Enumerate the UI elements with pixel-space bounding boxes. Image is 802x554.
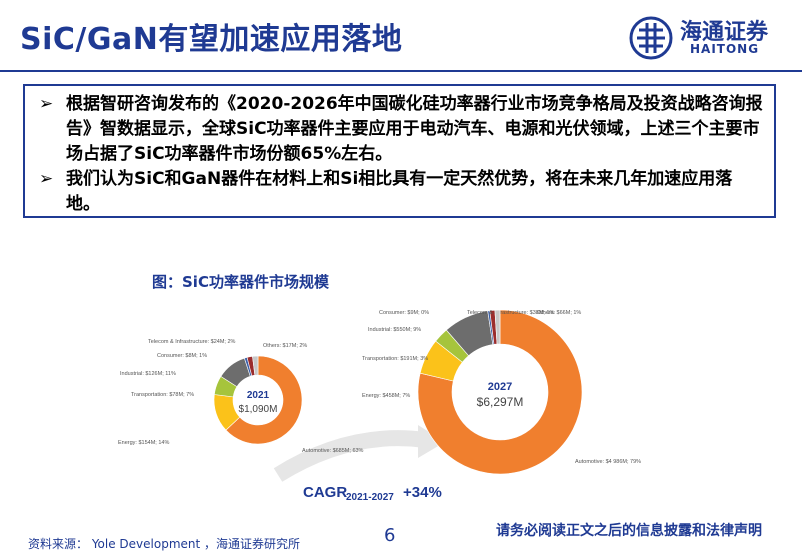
cagr-value: +34% — [403, 484, 442, 501]
sic-market-donut-charts: CAGR 2021-2027 +34% Automotive: $685M; 6… — [0, 0, 802, 554]
donut-2021-label-consumer: Consumer: $8M; 1% — [157, 353, 207, 359]
donut-2021-label-automotive: Automotive: $685M; 63% — [302, 448, 364, 454]
source-note: 资料来源： Yole Development ，海通证券研究所 — [28, 535, 300, 552]
donut-2027-label-energy: Energy: $458M; 7% — [362, 393, 410, 399]
donut-2027-year: 2027 — [488, 381, 512, 393]
donut-2027-label-transportation: Transportation: $191M; 3% — [362, 356, 428, 362]
donut-2021-label-energy: Energy: $154M; 14% — [118, 440, 169, 446]
donut-2021-label-transportation: Transportation: $78M; 7% — [131, 392, 194, 398]
donut-2027-label-industrial: Industrial: $550M; 9% — [368, 327, 421, 333]
growth-arrow-icon — [278, 438, 425, 475]
donut-2027-label-consumer: Consumer: $9M; 0% — [379, 310, 429, 316]
donut-2027-label-others: Others: $66M; 1% — [537, 310, 581, 316]
donut-2021-total: $1,090M — [239, 404, 278, 415]
page-number: 6 — [384, 525, 395, 546]
disclaimer: 请务必阅读正文之后的信息披露和法律声明 — [496, 520, 762, 540]
donut-2021-label-industrial: Industrial: $126M; 11% — [120, 371, 176, 377]
donut-2021-label-others: Others: $17M; 2% — [263, 343, 307, 349]
donut-2021-year: 2021 — [247, 390, 270, 401]
cagr-label: CAGR — [303, 484, 347, 501]
donut-2027-total: $6,297M — [477, 395, 524, 409]
donut-2021-label-telecom-infrastructure: Telecom & Infrastructure: $24M; 2% — [148, 339, 236, 345]
donut-2027-label-automotive: Automotive: $4 986M; 79% — [575, 459, 641, 465]
cagr-period: 2021-2027 — [346, 492, 394, 503]
